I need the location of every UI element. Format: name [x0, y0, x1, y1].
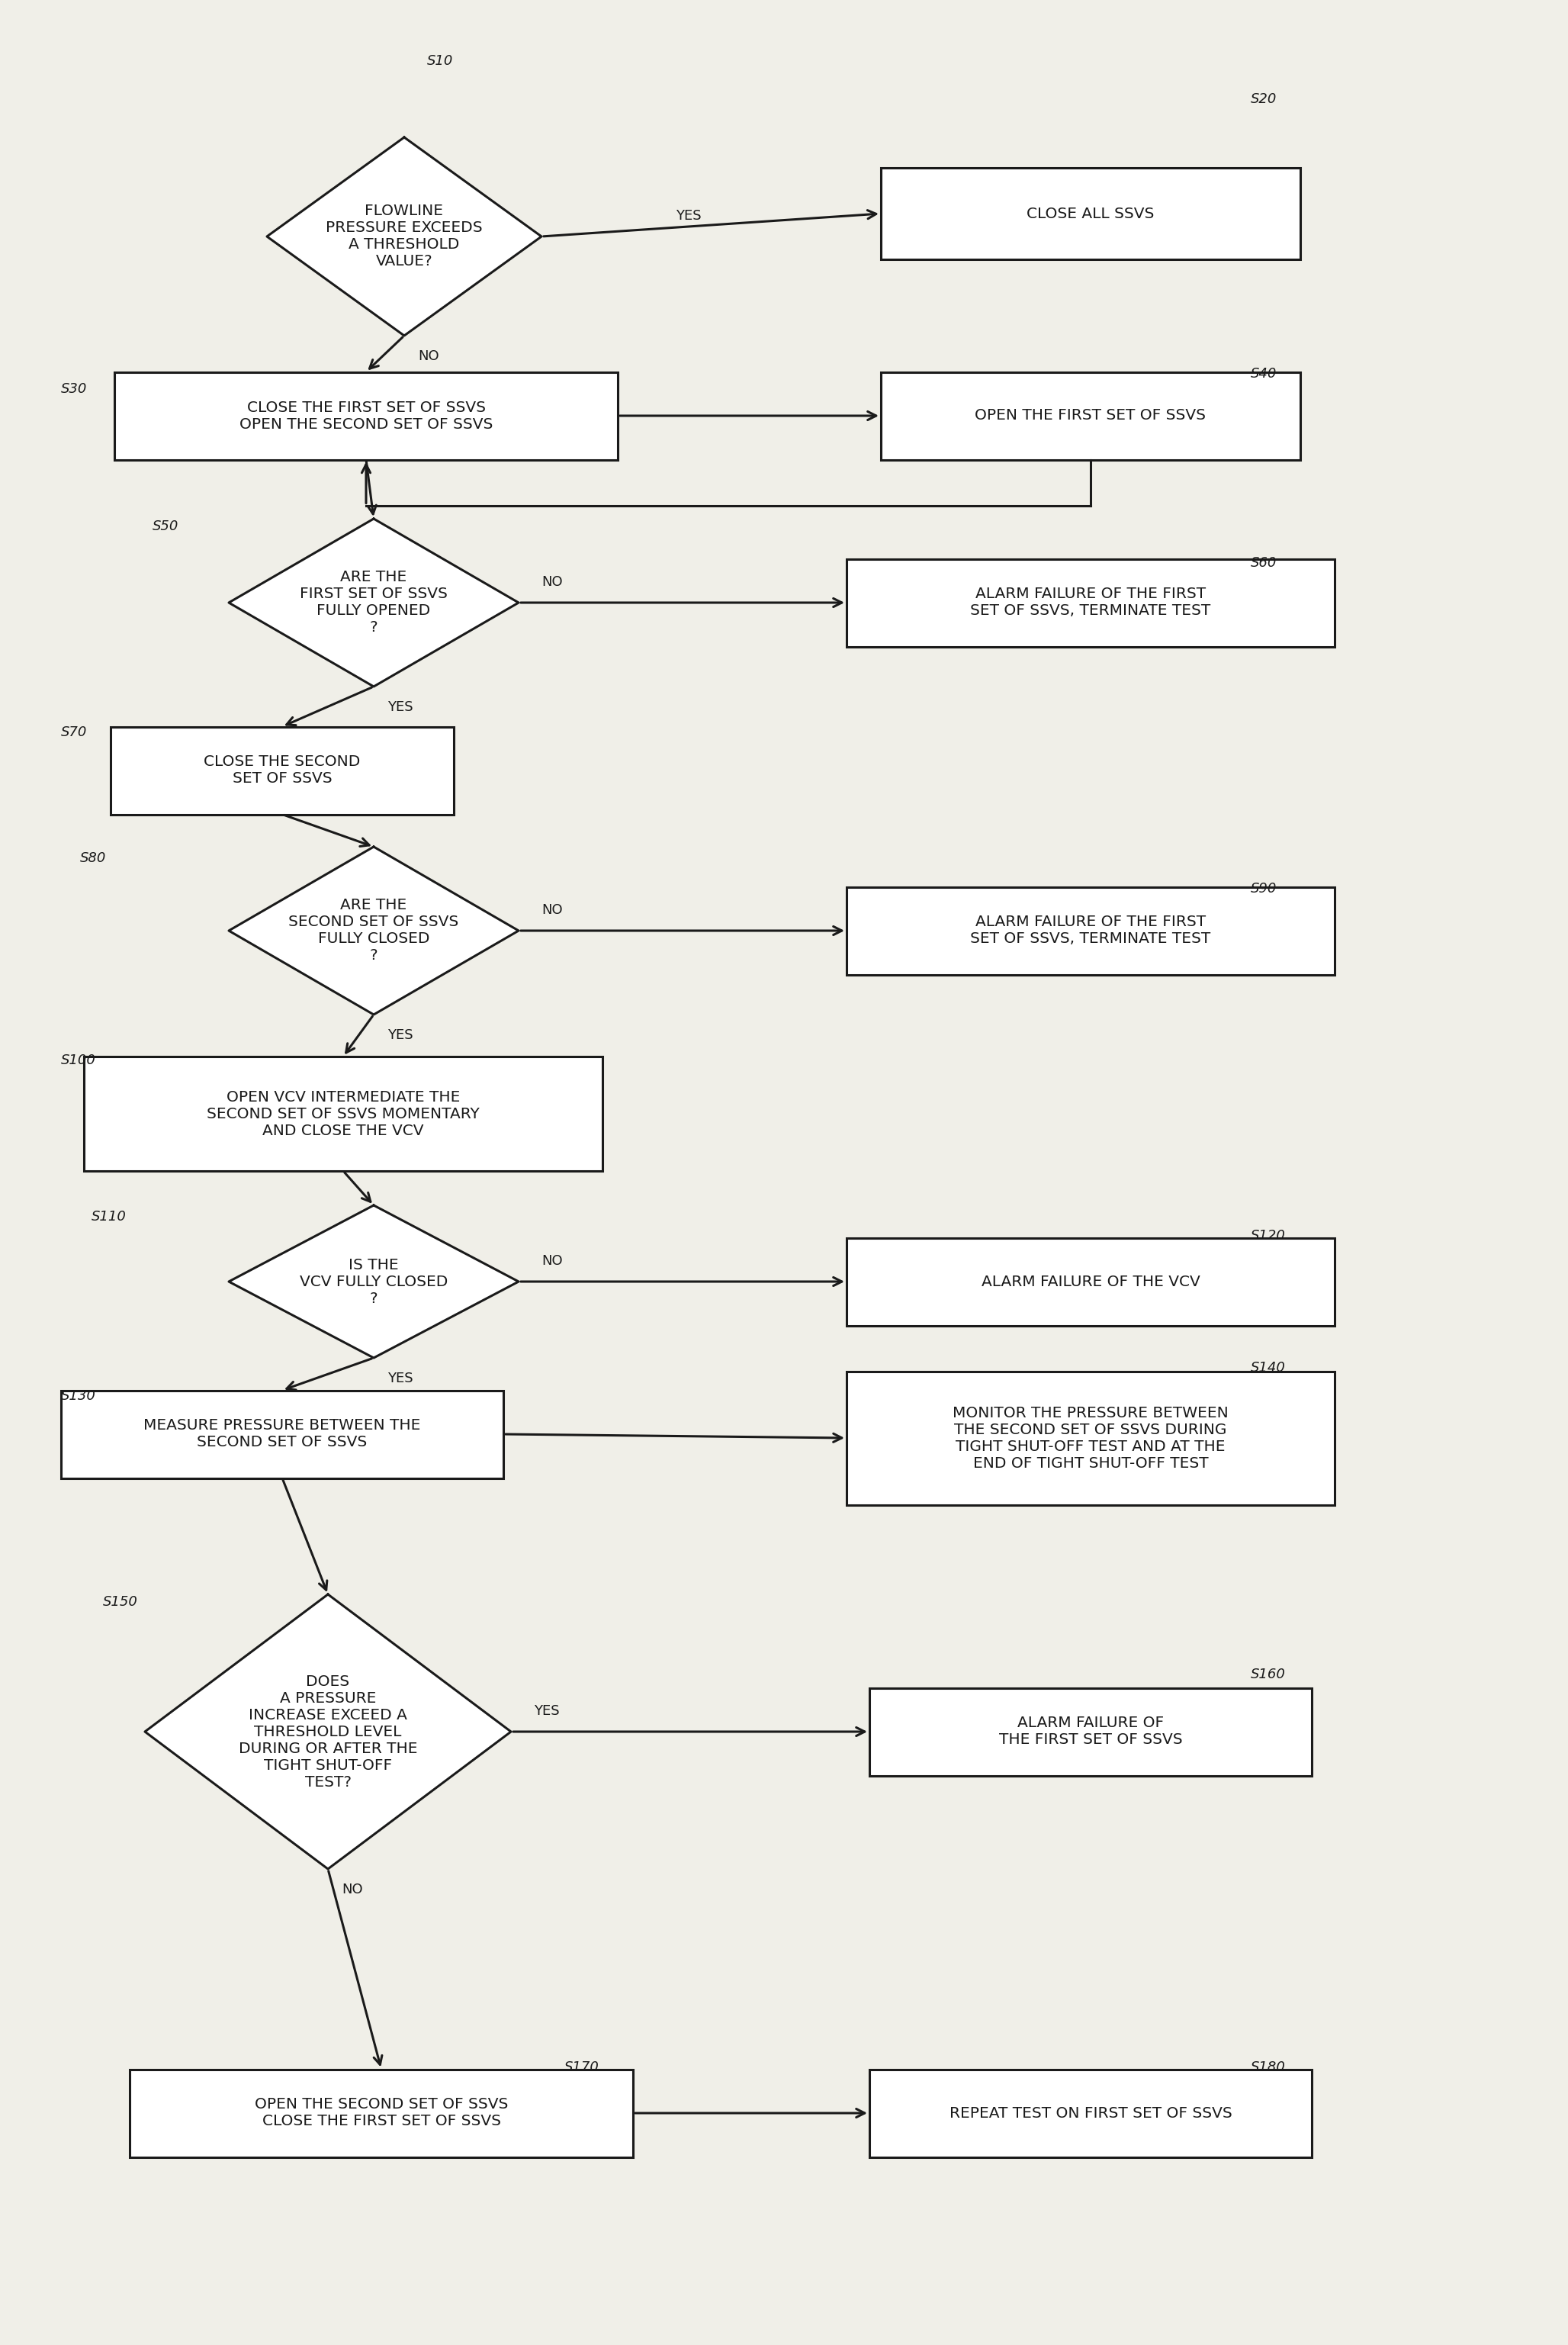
Text: YES: YES: [387, 701, 412, 713]
Text: ALARM FAILURE OF THE FIRST
SET OF SSVS, TERMINATE TEST: ALARM FAILURE OF THE FIRST SET OF SSVS, …: [971, 586, 1210, 619]
Text: S80: S80: [80, 851, 107, 865]
Text: YES: YES: [676, 209, 701, 223]
Text: MONITOR THE PRESSURE BETWEEN
THE SECOND SET OF SSVS DURING
TIGHT SHUT-OFF TEST A: MONITOR THE PRESSURE BETWEEN THE SECOND …: [953, 1405, 1228, 1470]
Text: NO: NO: [541, 1255, 563, 1269]
Bar: [847, 1372, 1334, 1505]
Text: S160: S160: [1251, 1667, 1286, 1681]
Text: ALARM FAILURE OF THE VCV: ALARM FAILURE OF THE VCV: [982, 1273, 1200, 1290]
Bar: [869, 2068, 1312, 2157]
Text: S180: S180: [1251, 2061, 1286, 2075]
Text: ARE THE
SECOND SET OF SSVS
FULLY CLOSED
?: ARE THE SECOND SET OF SSVS FULLY CLOSED …: [289, 898, 459, 964]
Text: YES: YES: [387, 1372, 412, 1386]
Text: ARE THE
FIRST SET OF SSVS
FULLY OPENED
?: ARE THE FIRST SET OF SSVS FULLY OPENED ?: [299, 570, 447, 635]
Text: S20: S20: [1251, 91, 1276, 106]
Text: NO: NO: [342, 1883, 362, 1897]
Text: S110: S110: [91, 1210, 127, 1224]
Bar: [847, 1238, 1334, 1325]
Bar: [61, 1391, 503, 1477]
Text: OPEN VCV INTERMEDIATE THE
SECOND SET OF SSVS MOMENTARY
AND CLOSE THE VCV: OPEN VCV INTERMEDIATE THE SECOND SET OF …: [207, 1090, 480, 1137]
Text: CLOSE THE FIRST SET OF SSVS
OPEN THE SECOND SET OF SSVS: CLOSE THE FIRST SET OF SSVS OPEN THE SEC…: [240, 401, 492, 431]
Text: S130: S130: [61, 1388, 96, 1402]
Bar: [130, 2068, 633, 2157]
Text: CLOSE THE SECOND
SET OF SSVS: CLOSE THE SECOND SET OF SSVS: [204, 755, 361, 786]
Polygon shape: [267, 138, 541, 335]
Bar: [114, 373, 618, 460]
Text: S40: S40: [1251, 366, 1276, 380]
Bar: [85, 1058, 602, 1170]
Bar: [881, 169, 1300, 260]
Text: YES: YES: [533, 1705, 560, 1719]
Text: S10: S10: [426, 54, 453, 68]
Text: MEASURE PRESSURE BETWEEN THE
SECOND SET OF SSVS: MEASURE PRESSURE BETWEEN THE SECOND SET …: [144, 1419, 420, 1449]
Bar: [881, 373, 1300, 460]
Polygon shape: [144, 1595, 511, 1869]
Text: REPEAT TEST ON FIRST SET OF SSVS: REPEAT TEST ON FIRST SET OF SSVS: [949, 2106, 1232, 2120]
Bar: [847, 886, 1334, 976]
Text: S50: S50: [152, 521, 179, 532]
Text: NO: NO: [419, 349, 439, 363]
Polygon shape: [229, 518, 519, 687]
Bar: [869, 1688, 1312, 1775]
Bar: [111, 727, 453, 814]
Text: S120: S120: [1251, 1229, 1286, 1243]
Text: ALARM FAILURE OF THE FIRST
SET OF SSVS, TERMINATE TEST: ALARM FAILURE OF THE FIRST SET OF SSVS, …: [971, 915, 1210, 947]
Text: S170: S170: [564, 2061, 599, 2075]
Text: FLOWLINE
PRESSURE EXCEEDS
A THRESHOLD
VALUE?: FLOWLINE PRESSURE EXCEEDS A THRESHOLD VA…: [326, 204, 483, 270]
Polygon shape: [229, 847, 519, 1015]
Text: DOES
A PRESSURE
INCREASE EXCEED A
THRESHOLD LEVEL
DURING OR AFTER THE
TIGHT SHUT: DOES A PRESSURE INCREASE EXCEED A THRESH…: [238, 1674, 417, 1789]
Text: OPEN THE SECOND SET OF SSVS
CLOSE THE FIRST SET OF SSVS: OPEN THE SECOND SET OF SSVS CLOSE THE FI…: [254, 2096, 508, 2129]
Text: S60: S60: [1251, 556, 1276, 570]
Text: OPEN THE FIRST SET OF SSVS: OPEN THE FIRST SET OF SSVS: [975, 408, 1206, 422]
Polygon shape: [229, 1205, 519, 1358]
Text: NO: NO: [541, 903, 563, 917]
Text: S140: S140: [1251, 1360, 1286, 1374]
Text: YES: YES: [387, 1029, 412, 1041]
Text: S90: S90: [1251, 882, 1276, 896]
Text: IS THE
VCV FULLY CLOSED
?: IS THE VCV FULLY CLOSED ?: [299, 1257, 448, 1306]
Text: ALARM FAILURE OF
THE FIRST SET OF SSVS: ALARM FAILURE OF THE FIRST SET OF SSVS: [999, 1717, 1182, 1747]
Text: S70: S70: [61, 725, 88, 739]
Text: S100: S100: [61, 1053, 96, 1067]
Text: S150: S150: [103, 1595, 138, 1609]
Text: S30: S30: [61, 382, 88, 396]
Text: NO: NO: [541, 575, 563, 589]
Text: CLOSE ALL SSVS: CLOSE ALL SSVS: [1027, 206, 1154, 220]
Bar: [847, 558, 1334, 647]
